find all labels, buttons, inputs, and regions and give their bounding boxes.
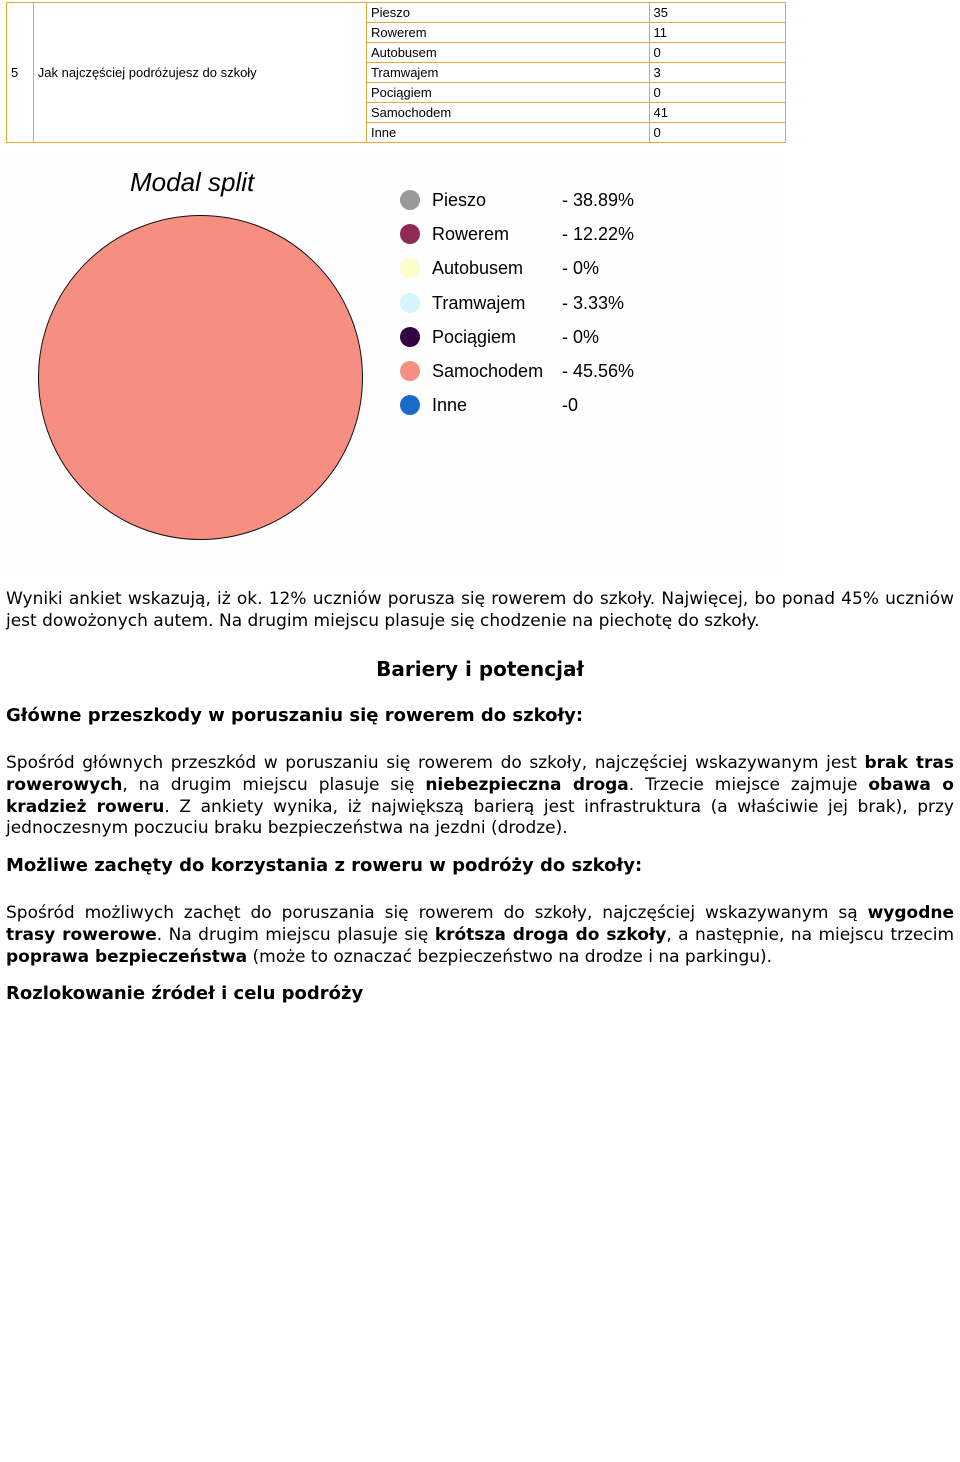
legend-value: - 12.22% (562, 217, 634, 251)
intro-paragraph: Wyniki ankiet wskazują, iż ok. 12% uczni… (6, 589, 954, 633)
legend-row: Tramwajem- 3.33% (400, 286, 634, 320)
chart-title: Modal split (130, 167, 254, 198)
legend-swatch (400, 190, 420, 210)
survey-table: 5Jak najczęściej podróżujesz do szkołyPi… (6, 2, 786, 143)
modal-split-chart: Modal split Pieszo- 38.89%Rowerem- 12.22… (0, 153, 780, 571)
value-cell: 3 (649, 63, 785, 83)
legend-value: - 38.89% (562, 183, 634, 217)
option-cell: Inne (366, 123, 649, 143)
legend-swatch (400, 293, 420, 313)
option-cell: Pieszo (366, 3, 649, 23)
legend-swatch (400, 258, 420, 278)
value-cell: 0 (649, 43, 785, 63)
option-cell: Rowerem (366, 23, 649, 43)
legend-row: Pieszo- 38.89% (400, 183, 634, 217)
legend-value: - 0% (562, 251, 599, 285)
incentives-paragraph: Spośród możliwych zachęt do poruszania s… (6, 903, 954, 968)
value-cell: 0 (649, 83, 785, 103)
legend-label: Inne (432, 388, 562, 422)
bold-text: niebezpieczna droga (425, 775, 628, 795)
legend-value: - 0% (562, 320, 599, 354)
legend-label: Autobusem (432, 251, 562, 285)
legend-value: -0 (562, 388, 578, 422)
legend-swatch (400, 395, 420, 415)
heading-sources: Rozlokowanie źródeł i celu podróży (6, 982, 954, 1005)
legend-value: - 3.33% (562, 286, 624, 320)
option-cell: Tramwajem (366, 63, 649, 83)
value-cell: 0 (649, 123, 785, 143)
text: Spośród głównych przeszkód w poruszaniu … (6, 753, 864, 773)
question-number-cell: 5 (7, 3, 34, 143)
document-body: Wyniki ankiet wskazują, iż ok. 12% uczni… (0, 571, 960, 1005)
legend-swatch (400, 327, 420, 347)
option-cell: Pociągiem (366, 83, 649, 103)
legend-label: Samochodem (432, 354, 562, 388)
legend-value: - 45.56% (562, 354, 634, 388)
table-row: 5Jak najczęściej podróżujesz do szkołyPi… (7, 3, 786, 23)
section-title: Bariery i potencjał (6, 657, 954, 683)
heading-obstacles: Główne przeszkody w poruszaniu się rower… (6, 704, 954, 727)
value-cell: 11 (649, 23, 785, 43)
bold-text: krótsza droga do szkoły (435, 925, 667, 945)
pie-chart (38, 215, 363, 540)
chart-legend: Pieszo- 38.89%Rowerem- 12.22%Autobusem- … (400, 183, 634, 422)
option-cell: Samochodem (366, 103, 649, 123)
legend-row: Pociągiem- 0% (400, 320, 634, 354)
heading-incentives: Możliwe zachęty do korzystania z roweru … (6, 854, 954, 877)
option-cell: Autobusem (366, 43, 649, 63)
text: . Trzecie miejsce zajmuje (629, 775, 869, 795)
legend-row: Samochodem- 45.56% (400, 354, 634, 388)
text: (może to oznaczać bezpieczeństwo na drod… (247, 947, 772, 967)
text: Spośród możliwych zachęt do poruszania s… (6, 903, 868, 923)
legend-row: Autobusem- 0% (400, 251, 634, 285)
text: . Na drugim miejscu plasuje się (157, 925, 435, 945)
legend-row: Rowerem- 12.22% (400, 217, 634, 251)
text: , na drugim miejscu plasuje się (122, 775, 425, 795)
survey-table-body: 5Jak najczęściej podróżujesz do szkołyPi… (7, 3, 786, 143)
legend-label: Tramwajem (432, 286, 562, 320)
legend-label: Pociągiem (432, 320, 562, 354)
obstacles-paragraph: Spośród głównych przeszkód w poruszaniu … (6, 753, 954, 840)
legend-row: Inne-0 (400, 388, 634, 422)
pie-wrap (38, 215, 363, 540)
value-cell: 35 (649, 3, 785, 23)
legend-label: Pieszo (432, 183, 562, 217)
bold-text: poprawa bezpieczeństwa (6, 947, 247, 967)
value-cell: 41 (649, 103, 785, 123)
legend-swatch (400, 224, 420, 244)
legend-label: Rowerem (432, 217, 562, 251)
text: , a następnie, na miejscu trzecim (666, 925, 954, 945)
question-text-cell: Jak najczęściej podróżujesz do szkoły (33, 3, 366, 143)
legend-swatch (400, 361, 420, 381)
